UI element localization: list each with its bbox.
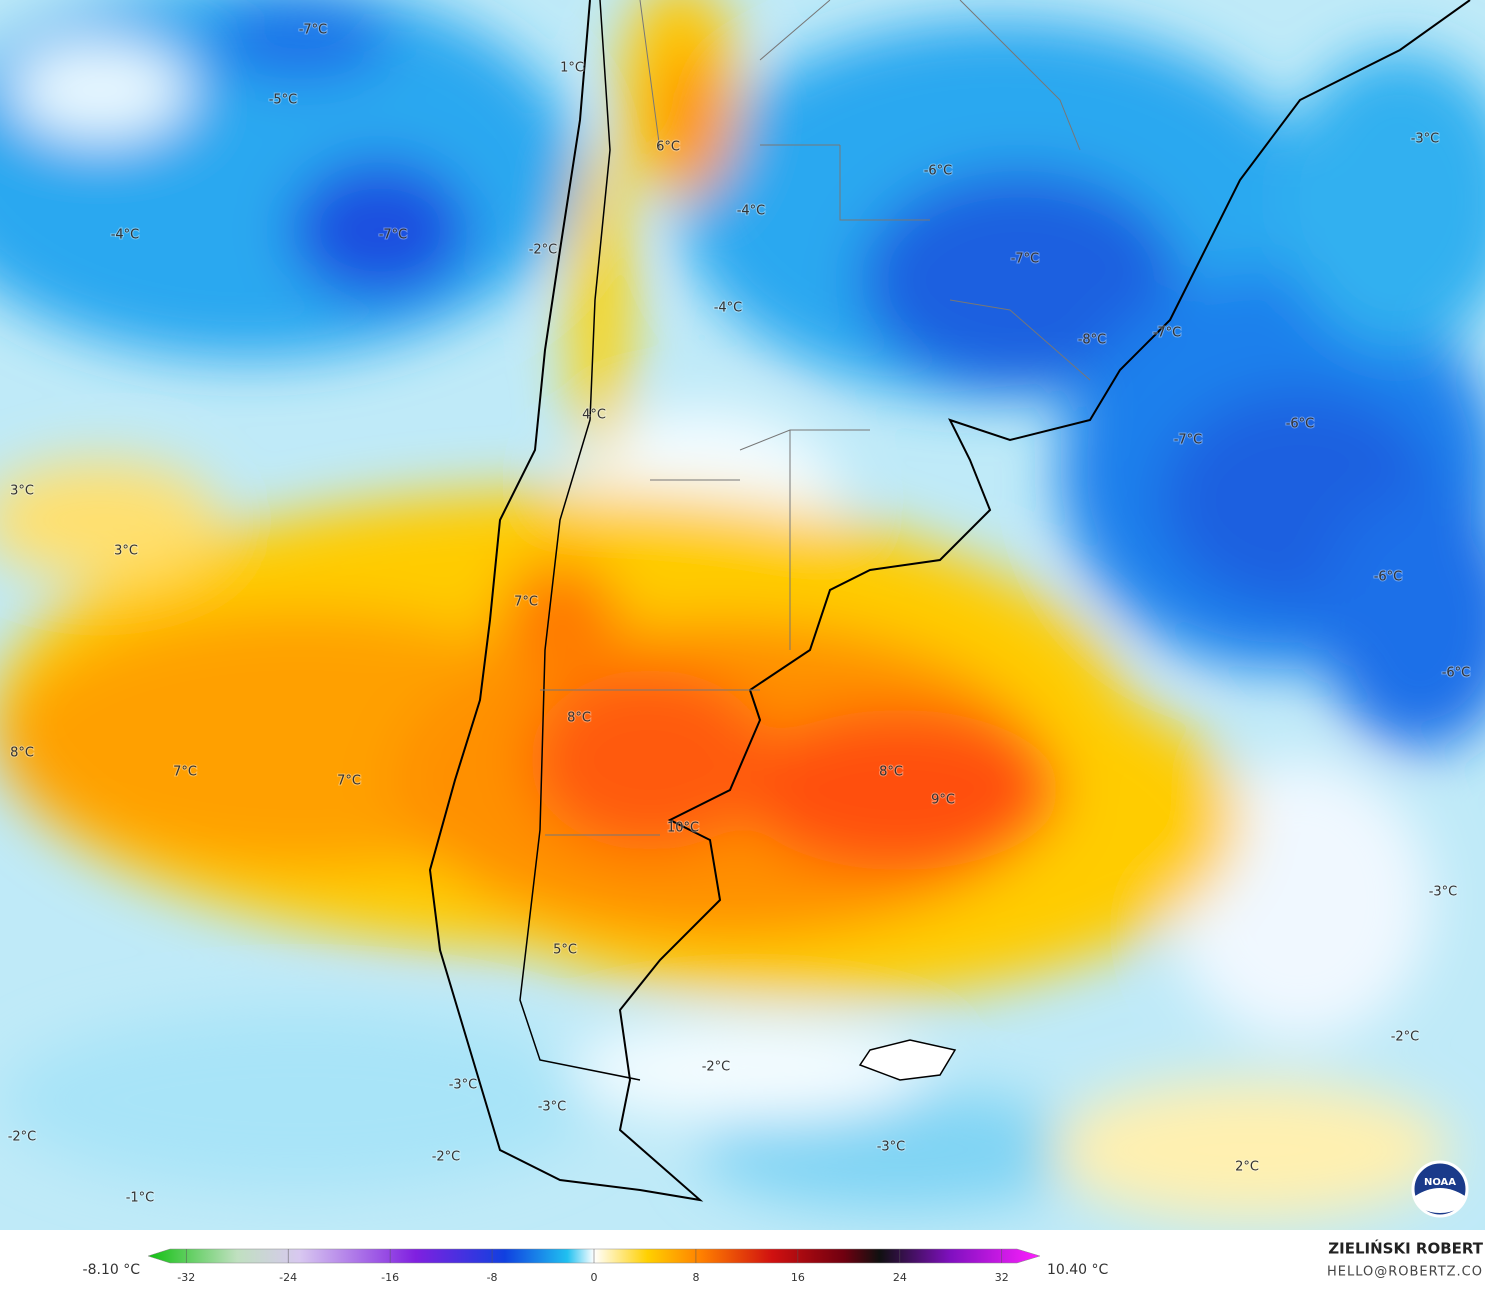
temperature-label: -4°C	[111, 228, 140, 243]
temperature-label: -7°C	[1174, 433, 1203, 448]
temperature-label: 6°C	[656, 140, 680, 155]
temperature-label: -4°C	[737, 204, 766, 219]
temperature-label: -2°C	[1391, 1030, 1420, 1045]
colorbar-tick-label: 16	[791, 1271, 805, 1284]
temperature-label: -2°C	[702, 1060, 731, 1075]
temperature-label: 3°C	[10, 484, 34, 499]
temperature-label: -2°C	[529, 243, 558, 258]
colorbar-tick-label: -32	[177, 1271, 195, 1284]
temperature-label: -3°C	[538, 1100, 567, 1115]
temperature-label: -5°C	[269, 93, 298, 108]
temperature-label: -6°C	[1286, 417, 1315, 432]
temperature-label: -7°C	[379, 228, 408, 243]
temperature-label: 3°C	[114, 544, 138, 559]
temperature-label: -4°C	[714, 301, 743, 316]
temperature-label: 4°C	[582, 408, 606, 423]
colorbar-tick-label: 8	[692, 1271, 699, 1284]
colorbar-tick-label: -24	[279, 1271, 297, 1284]
colorbar-tick-label: -8	[487, 1271, 498, 1284]
temperature-label: 2°C	[1235, 1160, 1259, 1175]
temperature-label: 8°C	[879, 765, 903, 780]
temperature-label: -7°C	[299, 23, 328, 38]
state-borders	[540, 0, 1091, 836]
temperature-label: 8°C	[567, 711, 591, 726]
colorbar-tick-label: -16	[381, 1271, 399, 1284]
temperature-field: -7°C 1°C -5°C 6°C -6°C -3°C -4°C -7°C -4°C -2°C -7…	[0, 0, 1485, 1230]
colorbar: -32 -24 -16 -8 0 8 16 24 32	[147, 1248, 1041, 1284]
min-label: -8.10 °C	[83, 1262, 141, 1278]
temperature-label: -6°C	[1442, 666, 1471, 681]
temperature-label: -3°C	[449, 1078, 478, 1093]
temperature-label: -2°C	[8, 1130, 37, 1145]
temperature-label: 5°C	[553, 943, 577, 958]
temperature-label: 7°C	[337, 774, 361, 789]
temperature-label: 7°C	[173, 765, 197, 780]
temperature-label: -3°C	[877, 1140, 906, 1155]
temperature-label: 10°C	[667, 821, 699, 836]
noaa-logo: NOAA	[1411, 1160, 1469, 1218]
temperature-label: 9°C	[931, 793, 955, 808]
temperature-label: -7°C	[1011, 252, 1040, 267]
coastline	[428, 0, 1471, 1202]
logo-text: NOAA	[1424, 1177, 1456, 1188]
temperature-label: -1°C	[126, 1191, 155, 1206]
border	[519, 0, 641, 1081]
temperature-label: -6°C	[924, 164, 953, 179]
email: HELLO@ROBERTZ.CO	[1327, 1265, 1483, 1280]
temperature-label: -6°C	[1374, 570, 1403, 585]
colorbar-tick-label: 24	[893, 1271, 907, 1284]
colorbar-tick-label: 32	[995, 1271, 1009, 1284]
temperature-label: 1°C	[560, 61, 584, 76]
temperature-label: -8°C	[1078, 333, 1107, 348]
author: ZIELIŃSKI ROBERT	[1328, 1239, 1483, 1258]
islands	[858, 1039, 957, 1081]
temperature-label: 7°C	[514, 595, 538, 610]
temperature-label: -3°C	[1429, 885, 1458, 900]
temperature-label: -2°C	[432, 1150, 461, 1165]
colorbar-tick-label: 0	[591, 1271, 598, 1284]
temperature-label: -3°C	[1411, 132, 1440, 147]
temperature-label: 8°C	[10, 746, 34, 761]
temperature-label: -7°C	[1153, 326, 1182, 341]
max-label: 10.40 °C	[1047, 1262, 1109, 1278]
